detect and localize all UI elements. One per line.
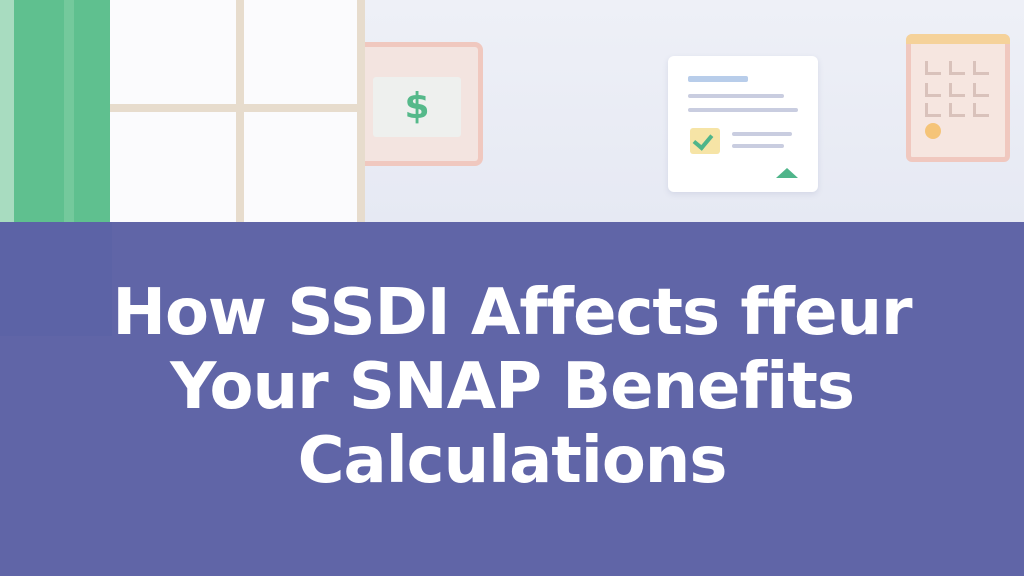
- calendar-cell: [973, 103, 989, 117]
- document-line: [688, 76, 748, 82]
- calendar-cell: [949, 83, 965, 97]
- title-band-shade: [0, 222, 112, 336]
- document-line: [688, 108, 798, 112]
- calendar-cell: [949, 61, 965, 75]
- calendar-cell: [949, 103, 965, 117]
- page-title: How SSDI Affects ffeur Your SNAP Benefit…: [0, 276, 1024, 498]
- calendar-cell: [925, 61, 941, 75]
- green-wall-edge: [0, 0, 14, 222]
- calendar-cell: [973, 83, 989, 97]
- calendar-cell: [925, 83, 941, 97]
- calendar-cell: [925, 103, 941, 117]
- window-transom: [110, 104, 365, 112]
- document-check-icon: [668, 56, 818, 192]
- calendar-header: [906, 34, 1010, 44]
- green-wall-stripe: [64, 0, 74, 222]
- calendar-icon: [906, 34, 1010, 162]
- title-band: [0, 222, 1024, 576]
- document-line: [732, 132, 792, 136]
- title-line-3: Calculations: [297, 424, 728, 498]
- dollar-card-icon: $: [365, 42, 483, 166]
- title-line-1: How SSDI Affects ffeur: [112, 276, 912, 350]
- title-line-2: Your SNAP Benefits: [170, 350, 855, 424]
- document-line: [732, 144, 784, 148]
- check-icon: [692, 129, 714, 151]
- checkbox-icon: [690, 128, 720, 154]
- dollar-sign: $: [404, 86, 430, 127]
- calendar-marker: [925, 123, 941, 139]
- document-line: [688, 94, 784, 98]
- green-wall-panel: [0, 0, 110, 222]
- calendar-cell: [973, 61, 989, 75]
- dollar-card-screen: $: [373, 77, 461, 137]
- triangle-icon: [776, 168, 798, 178]
